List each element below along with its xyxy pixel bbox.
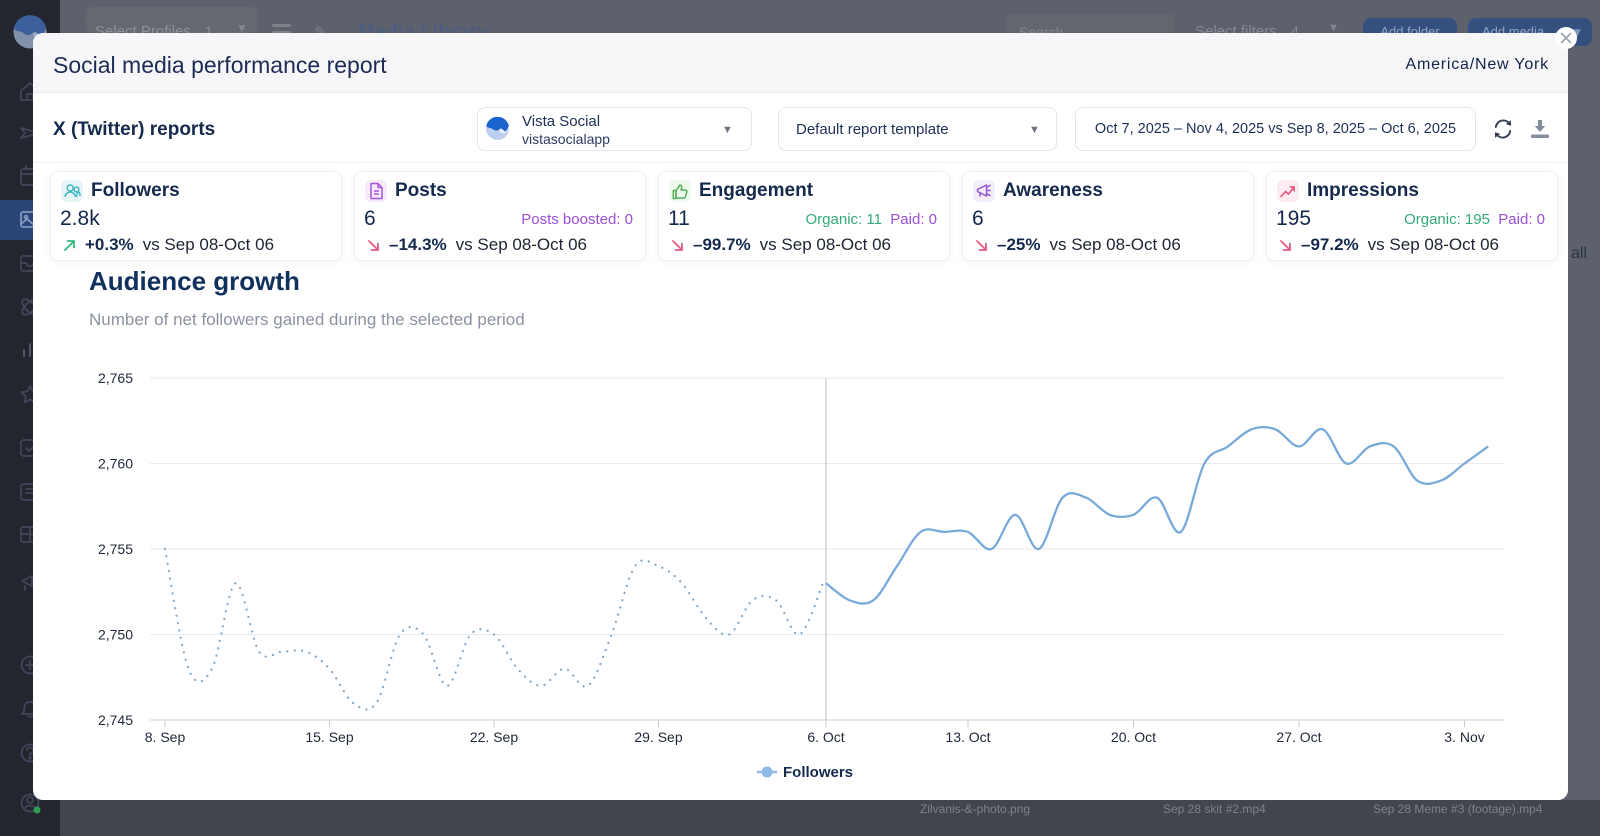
svg-text:2,760: 2,760 [98, 456, 133, 472]
svg-text:Followers: Followers [783, 764, 853, 781]
svg-text:6. Oct: 6. Oct [807, 729, 844, 745]
svg-text:2,765: 2,765 [98, 370, 133, 386]
svg-text:8. Sep: 8. Sep [145, 729, 186, 745]
svg-text:2,755: 2,755 [98, 541, 133, 557]
svg-text:3. Nov: 3. Nov [1444, 729, 1484, 745]
svg-text:29. Sep: 29. Sep [634, 729, 682, 745]
svg-text:13. Oct: 13. Oct [945, 729, 990, 745]
svg-text:2,750: 2,750 [98, 627, 133, 643]
svg-text:27. Oct: 27. Oct [1276, 729, 1321, 745]
svg-text:15. Sep: 15. Sep [305, 729, 353, 745]
svg-text:2,745: 2,745 [98, 712, 133, 728]
svg-text:22. Sep: 22. Sep [470, 729, 518, 745]
svg-text:20. Oct: 20. Oct [1111, 729, 1156, 745]
